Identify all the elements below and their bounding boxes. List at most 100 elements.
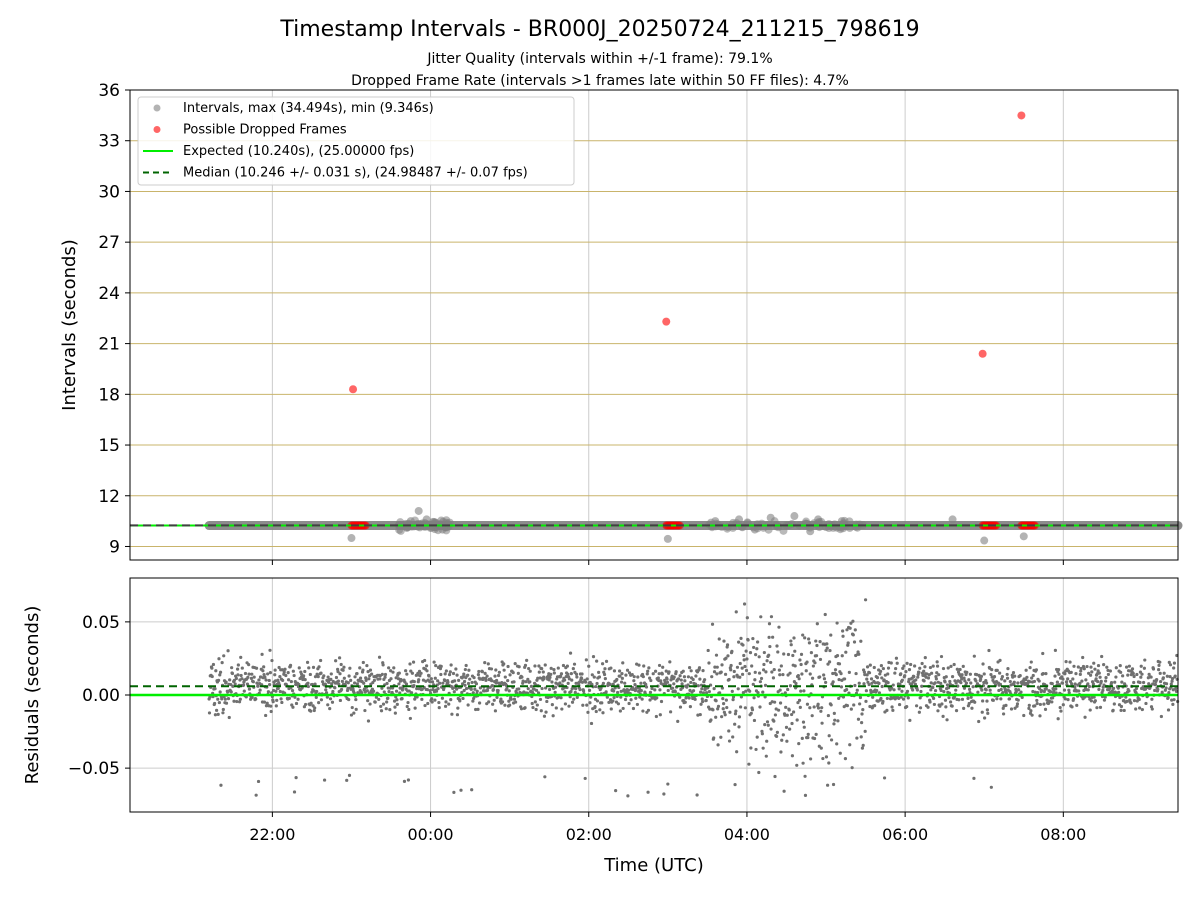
residual-point-626 — [455, 687, 459, 691]
residual-point-1841 — [935, 660, 939, 664]
residual-point-1753 — [900, 678, 904, 682]
residuals-xtick-label-5: 08:00 — [1040, 825, 1086, 844]
residual-point-1306 — [723, 672, 728, 676]
residual-point-1744 — [897, 696, 901, 701]
residual-point-1528 — [811, 664, 815, 668]
residual-point-1114 — [648, 676, 652, 680]
residual-point-506 — [407, 689, 411, 693]
residual-point-1392 — [757, 671, 762, 675]
residual-point-1161 — [666, 688, 670, 693]
residual-point-1017 — [609, 707, 613, 711]
residual-point-2423 — [1165, 674, 1169, 678]
residual-point-1754 — [901, 666, 905, 670]
residual-point-1593 — [837, 677, 841, 682]
residual-point-1286 — [716, 707, 720, 711]
residual-point-404 — [367, 677, 371, 681]
residual-point-1978 — [989, 785, 993, 789]
residual-point-1699 — [879, 696, 883, 701]
residual-point-1884 — [952, 662, 956, 667]
residual-point-1779 — [911, 688, 915, 692]
residual-point-1190 — [678, 695, 682, 699]
residual-point-1314 — [727, 729, 731, 733]
residual-point-647 — [463, 683, 467, 687]
residual-point-1968 — [985, 708, 989, 712]
residual-point-2243 — [1094, 677, 1098, 681]
residual-point-450 — [385, 681, 389, 686]
residual-point-552 — [425, 688, 429, 692]
residual-point-100 — [247, 663, 251, 667]
residual-point-469 — [392, 699, 397, 703]
residual-point-2362 — [1141, 685, 1145, 689]
intervals-outlier-0 — [347, 534, 356, 543]
residual-point-2327 — [1127, 664, 1131, 668]
residual-point-1381 — [753, 670, 757, 674]
residual-point-2266 — [1103, 695, 1107, 699]
residuals-marks — [130, 598, 1180, 798]
residual-point-769 — [511, 671, 515, 675]
residual-point-383 — [358, 676, 363, 680]
residual-point-474 — [394, 689, 399, 693]
residual-point-2209 — [1081, 655, 1085, 660]
residual-point-1972 — [987, 648, 991, 653]
residual-point-1797 — [918, 666, 922, 670]
residual-point-471 — [393, 711, 397, 715]
residual-point-876 — [553, 685, 558, 689]
residual-point-1658 — [863, 673, 867, 677]
residual-point-503 — [406, 700, 410, 705]
residual-point-657 — [467, 668, 471, 672]
residual-point-1537 — [815, 643, 819, 648]
residual-point-501 — [405, 704, 409, 709]
residual-point-2443 — [1173, 674, 1177, 678]
residual-point-44 — [224, 701, 229, 705]
residual-point-656 — [466, 681, 471, 686]
residual-point-1863 — [944, 705, 948, 709]
residual-point-987 — [597, 675, 602, 679]
residual-point-8 — [210, 674, 214, 679]
residual-point-14 — [213, 701, 217, 706]
residual-point-416 — [372, 689, 376, 693]
residual-point-624 — [454, 667, 458, 671]
residual-point-2060 — [1022, 713, 1026, 718]
residual-point-177 — [277, 665, 281, 670]
residual-point-1504 — [802, 689, 806, 693]
residual-point-2194 — [1075, 703, 1079, 707]
residual-point-1410 — [765, 739, 769, 743]
residual-point-542 — [421, 678, 426, 682]
residual-point-354 — [347, 674, 351, 678]
residual-point-1905 — [960, 697, 965, 701]
residual-point-32 — [220, 697, 224, 701]
residual-point-2318 — [1124, 695, 1128, 699]
residuals-panel: 22:00 00:00 02:00 04:00 06:00 08:00 −0.05 0.00 0… — [22, 577, 1180, 876]
residual-point-355 — [347, 773, 352, 777]
residual-point-1694 — [877, 681, 881, 685]
residual-point-1264 — [707, 661, 711, 665]
residual-point-2205 — [1079, 666, 1083, 671]
residual-point-74 — [236, 663, 240, 667]
residual-point-1935 — [972, 654, 976, 658]
residual-point-1842 — [935, 664, 940, 668]
residual-point-951 — [583, 776, 587, 781]
residual-point-429 — [377, 697, 381, 701]
residual-point-1515 — [806, 732, 810, 736]
residual-point-1192 — [678, 705, 683, 709]
residual-point-1070 — [630, 673, 634, 677]
residual-point-512 — [409, 691, 414, 695]
residual-point-1331 — [733, 712, 738, 716]
residual-point-1705 — [881, 666, 885, 671]
dropped-point-1 — [662, 317, 671, 326]
residual-point-2003 — [999, 687, 1003, 692]
residual-point-835 — [537, 670, 541, 674]
residual-point-1246 — [700, 687, 704, 691]
residual-point-1004 — [604, 690, 608, 694]
residual-point-2366 — [1143, 658, 1147, 662]
intervals-axes: 9 12 15 18 21 24 27 30 33 36 — [98, 81, 1064, 565]
residual-point-619 — [452, 790, 456, 794]
residual-point-2175 — [1067, 691, 1071, 695]
residual-point-2251 — [1097, 671, 1101, 675]
residual-point-2105 — [1039, 689, 1044, 693]
residual-point-348 — [345, 778, 349, 782]
residual-point-723 — [493, 674, 497, 678]
residual-point-1548 — [819, 746, 823, 750]
residual-point-1613 — [845, 628, 849, 632]
residual-point-37 — [222, 654, 226, 658]
